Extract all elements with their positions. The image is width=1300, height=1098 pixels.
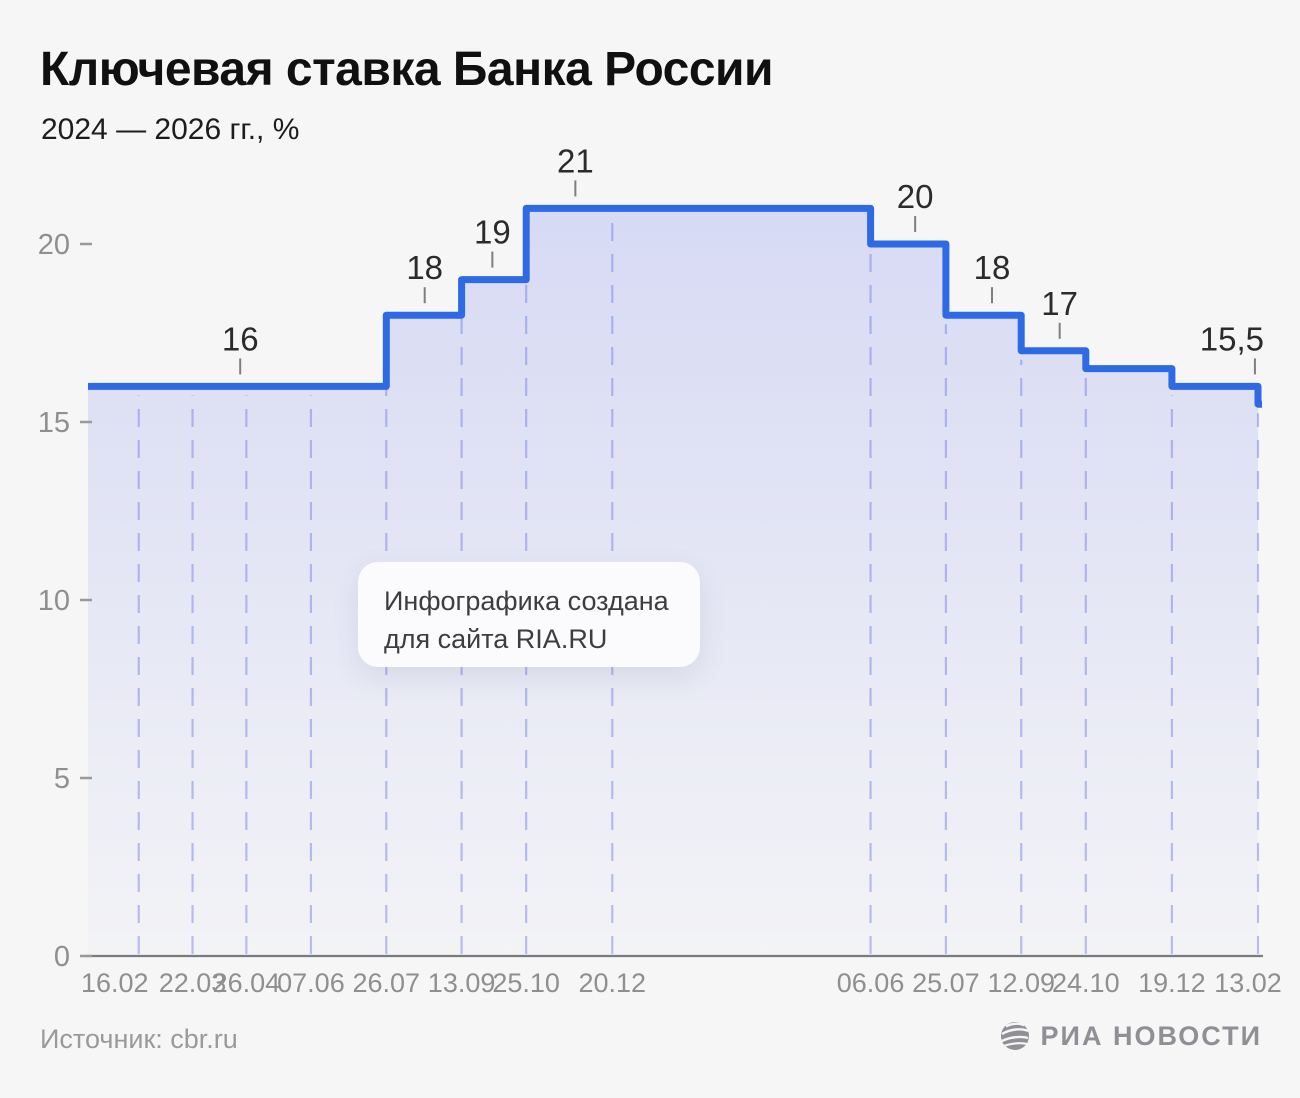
x-tick-label: 07.06 — [277, 968, 345, 998]
page-title: Ключевая ставка Банка России — [40, 43, 774, 96]
x-tick-label: 25.07 — [912, 968, 980, 998]
x-tick-label: 26.07 — [352, 968, 420, 998]
value-label: 17 — [1041, 285, 1078, 322]
source-credit: Источник: cbr.ru — [40, 1024, 238, 1054]
watermark-card: Инфографика создана для сайта RIA.RU — [358, 562, 700, 667]
ria-novosti-logo: РИА НОВОСТИ — [999, 1020, 1262, 1052]
x-tick-label: 06.06 — [837, 968, 905, 998]
rate-line — [88, 204, 1262, 408]
y-tick-label: 10 — [38, 585, 70, 617]
y-tick-label: 0 — [54, 941, 70, 973]
x-tick-label: 24.10 — [1052, 968, 1120, 998]
y-axis-ticks-and-labels: 0 5 10 15 20 — [38, 229, 92, 973]
x-tick-label: 20.12 — [578, 968, 646, 998]
value-label: 16 — [222, 320, 259, 357]
value-label: 15,5 — [1200, 320, 1264, 357]
x-tick-label: 12.09 — [987, 968, 1055, 998]
y-tick-label: 15 — [38, 407, 70, 439]
value-label: 18 — [406, 249, 443, 286]
value-label: 20 — [897, 178, 934, 215]
value-label: 19 — [474, 214, 511, 251]
watermark-line-1: Инфографика создана — [384, 586, 669, 616]
value-label: 21 — [557, 142, 594, 179]
x-tick-label: 13.09 — [428, 968, 496, 998]
x-tick-label: 25.10 — [492, 968, 560, 998]
ria-logo-text: РИА НОВОСТИ — [1040, 1020, 1262, 1051]
value-annotations: 16 18 19 21 20 18 17 15,5 — [222, 142, 1264, 375]
x-tick-label: 19.12 — [1138, 968, 1206, 998]
y-tick-label: 5 — [54, 763, 70, 795]
x-tick-label: 16.02 — [81, 968, 149, 998]
value-label: 18 — [974, 249, 1011, 286]
x-tick-label: 13.02 — [1214, 968, 1282, 998]
ria-globe-icon — [1000, 1022, 1029, 1050]
rate-step-line — [88, 204, 1262, 408]
x-tick-label: 22.03 — [159, 968, 227, 998]
x-tick-label: 26.04 — [213, 968, 281, 998]
chart-subtitle: 2024 — 2026 гг., % — [41, 113, 300, 146]
watermark-line-2: для сайта RIA.RU — [384, 624, 608, 654]
y-tick-label: 20 — [38, 229, 70, 261]
